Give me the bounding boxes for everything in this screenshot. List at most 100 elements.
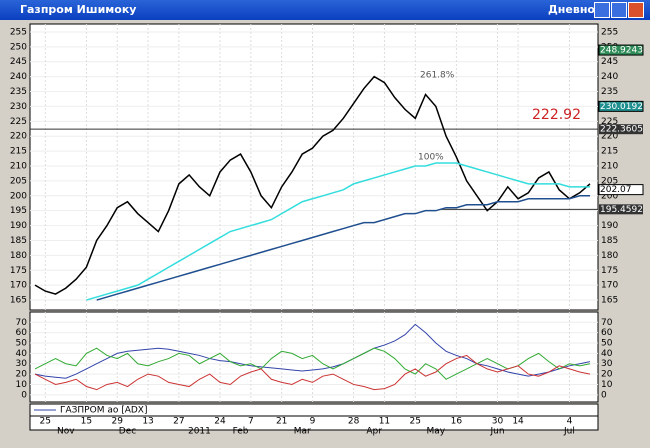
x-tick-label: 7 bbox=[248, 417, 254, 427]
price-box bbox=[598, 100, 644, 112]
annotation: 261.8% bbox=[420, 71, 455, 81]
adx-tick-label-right: 60 bbox=[601, 328, 613, 338]
y-tick-label-right: 215 bbox=[601, 147, 618, 157]
price-box bbox=[598, 44, 644, 56]
y-tick-label-right: 180 bbox=[601, 251, 618, 261]
series-line bbox=[34, 323, 591, 379]
month-label: Nov bbox=[57, 427, 75, 437]
level-box bbox=[599, 204, 643, 215]
adx-tick-label: 40 bbox=[16, 349, 28, 359]
adx-tick-label-right: 40 bbox=[601, 349, 613, 359]
adx-tick-label-right: 20 bbox=[601, 370, 613, 380]
y-tick-label: 210 bbox=[10, 162, 27, 172]
adx-tick-label: 50 bbox=[16, 339, 28, 349]
price-panel bbox=[29, 23, 599, 311]
adx-tick-label: 60 bbox=[16, 328, 28, 338]
y-tick-label: 170 bbox=[10, 281, 27, 291]
y-tick-label: 240 bbox=[10, 72, 27, 82]
y-tick-label: 190 bbox=[10, 221, 27, 231]
x-tick-label: 29 bbox=[111, 417, 123, 427]
y-tick-label-right: 245 bbox=[601, 57, 618, 67]
y-tick-label: 250 bbox=[10, 42, 27, 52]
adx-tick-label-right: 0 bbox=[601, 390, 607, 400]
y-tick-label-right: 220 bbox=[601, 132, 618, 142]
x-tick-label: 16 bbox=[451, 417, 463, 427]
level-box bbox=[599, 124, 643, 135]
annotation: 100% bbox=[418, 153, 444, 163]
y-tick-label-right: 255 bbox=[601, 27, 618, 37]
legend-text: ГАЗПРОМ ао [ADX] bbox=[60, 406, 147, 416]
month-label: Jun bbox=[489, 427, 504, 437]
level-label: 195.4592 bbox=[600, 205, 643, 215]
month-label: Dec bbox=[119, 427, 136, 437]
x-tick-label: 28 bbox=[348, 417, 360, 427]
series-line bbox=[34, 354, 591, 391]
y-tick-label-right: 190 bbox=[601, 221, 618, 231]
adx-tick-label: 30 bbox=[16, 359, 28, 369]
window-title: Газпром Ишимоку bbox=[20, 3, 137, 16]
price-label: 248.9243 bbox=[600, 46, 643, 56]
x-tick-label: 25 bbox=[410, 417, 421, 427]
y-tick-label: 235 bbox=[10, 87, 27, 97]
month-label: May bbox=[427, 427, 446, 437]
y-tick-label: 180 bbox=[10, 251, 27, 261]
y-tick-label: 255 bbox=[10, 27, 27, 37]
y-tick-label: 225 bbox=[10, 117, 27, 127]
month-label: Apr bbox=[366, 427, 382, 437]
y-tick-label-right: 205 bbox=[601, 176, 618, 186]
window-mode: Дневной bbox=[548, 3, 603, 16]
x-tick-label: 30 bbox=[492, 417, 504, 427]
series-line bbox=[34, 347, 591, 380]
y-tick-label-right: 200 bbox=[601, 191, 618, 201]
y-tick-label: 165 bbox=[10, 296, 27, 306]
adx-tick-label-right: 70 bbox=[601, 318, 613, 328]
y-tick-label: 195 bbox=[10, 206, 27, 216]
series-line bbox=[96, 195, 590, 301]
price-box bbox=[598, 184, 644, 196]
x-tick-label: 14 bbox=[512, 417, 524, 427]
adx-tick-label-right: 50 bbox=[601, 339, 613, 349]
y-tick-label-right: 235 bbox=[601, 87, 618, 97]
adx-tick-label: 10 bbox=[16, 380, 28, 390]
y-tick-label: 185 bbox=[10, 236, 27, 246]
x-tick-label: 13 bbox=[142, 417, 153, 427]
date-axis bbox=[29, 415, 599, 431]
y-tick-label: 215 bbox=[10, 147, 27, 157]
maximize-button[interactable] bbox=[611, 2, 627, 18]
x-tick-label: 24 bbox=[214, 417, 226, 427]
y-tick-label-right: 225 bbox=[601, 117, 618, 127]
x-tick-label: 21 bbox=[276, 417, 287, 427]
x-tick-label: 15 bbox=[81, 417, 92, 427]
adx-tick-label: 0 bbox=[21, 390, 27, 400]
level-label: 222.3605 bbox=[600, 125, 643, 135]
y-tick-label: 230 bbox=[10, 102, 27, 112]
adx-tick-label: 20 bbox=[16, 370, 28, 380]
minimize-button[interactable] bbox=[594, 2, 610, 18]
y-tick-label-right: 185 bbox=[601, 236, 618, 246]
month-label: Jul bbox=[563, 427, 575, 437]
close-button[interactable] bbox=[628, 2, 644, 18]
y-tick-label: 200 bbox=[10, 191, 27, 201]
x-tick-label: 9 bbox=[310, 417, 316, 427]
y-tick-label: 175 bbox=[10, 266, 27, 276]
price-label: 230.0192 bbox=[600, 102, 643, 112]
y-tick-label: 205 bbox=[10, 176, 27, 186]
annotation: 222.92 bbox=[532, 107, 581, 123]
title-bar: Газпром Ишимоку Дневной bbox=[0, 0, 650, 20]
adx-tick-label: 70 bbox=[16, 318, 28, 328]
month-label: 2011 bbox=[188, 427, 211, 437]
adx-tick-label-right: 10 bbox=[601, 380, 613, 390]
y-tick-label-right: 165 bbox=[601, 296, 618, 306]
y-tick-label-right: 170 bbox=[601, 281, 618, 291]
y-tick-label-right: 210 bbox=[601, 162, 618, 172]
y-tick-label-right: 240 bbox=[601, 72, 618, 82]
x-tick-label: 4 bbox=[567, 417, 573, 427]
price-label: 202.07 bbox=[600, 185, 632, 195]
x-tick-label: 11 bbox=[379, 417, 390, 427]
series-line bbox=[86, 162, 590, 301]
y-tick-label: 245 bbox=[10, 57, 27, 67]
month-label: Mar bbox=[294, 427, 311, 437]
x-tick-label: 25 bbox=[40, 417, 51, 427]
adx-tick-label-right: 30 bbox=[601, 359, 613, 369]
